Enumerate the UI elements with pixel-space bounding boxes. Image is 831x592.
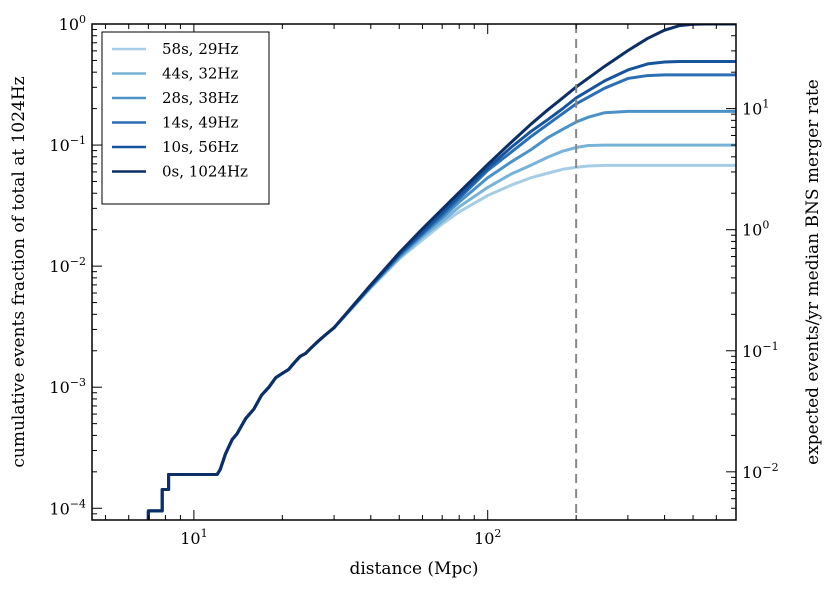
series-layer bbox=[146, 24, 736, 520]
x-tick-label: 102 bbox=[474, 527, 501, 548]
legend-label: 28s, 38Hz bbox=[162, 89, 238, 107]
legend-label: 10s, 56Hz bbox=[162, 138, 238, 156]
right-y-axis-label: expected events/yr median BNS merger rat… bbox=[803, 79, 823, 465]
y-tick-label: 10−3 bbox=[49, 376, 86, 397]
y-tick-label: 100 bbox=[59, 13, 86, 34]
legend-label: 44s, 32Hz bbox=[162, 65, 238, 83]
y-tick-label: 10−4 bbox=[49, 497, 86, 518]
right-y-tick-label: 10−1 bbox=[742, 340, 779, 361]
ticks-layer: 101 102 100 10−1 10−2 10−3 10−4 101 100 10−1 10−2 bbox=[49, 13, 778, 548]
x-tick-label: 101 bbox=[180, 527, 207, 548]
right-y-tick-label: 10−2 bbox=[742, 461, 779, 482]
y-axis-label: cumulative events fraction of total at 1… bbox=[9, 76, 29, 467]
right-y-tick-label: 100 bbox=[742, 219, 769, 240]
legend-box bbox=[101, 31, 270, 205]
x-axis-label: distance (Mpc) bbox=[349, 559, 478, 579]
series-line-6 bbox=[146, 24, 736, 520]
legend: 58s, 29Hz 44s, 32Hz 28s, 38Hz 14s, 49Hz 10s,… bbox=[101, 31, 270, 205]
y-tick-label: 10−1 bbox=[49, 134, 86, 155]
right-y-tick-label: 101 bbox=[742, 98, 769, 119]
legend-label: 58s, 29Hz bbox=[162, 40, 238, 58]
legend-label: 0s, 1024Hz bbox=[162, 163, 248, 181]
y-tick-label: 10−2 bbox=[49, 255, 86, 276]
legend-label: 14s, 49Hz bbox=[162, 114, 238, 132]
